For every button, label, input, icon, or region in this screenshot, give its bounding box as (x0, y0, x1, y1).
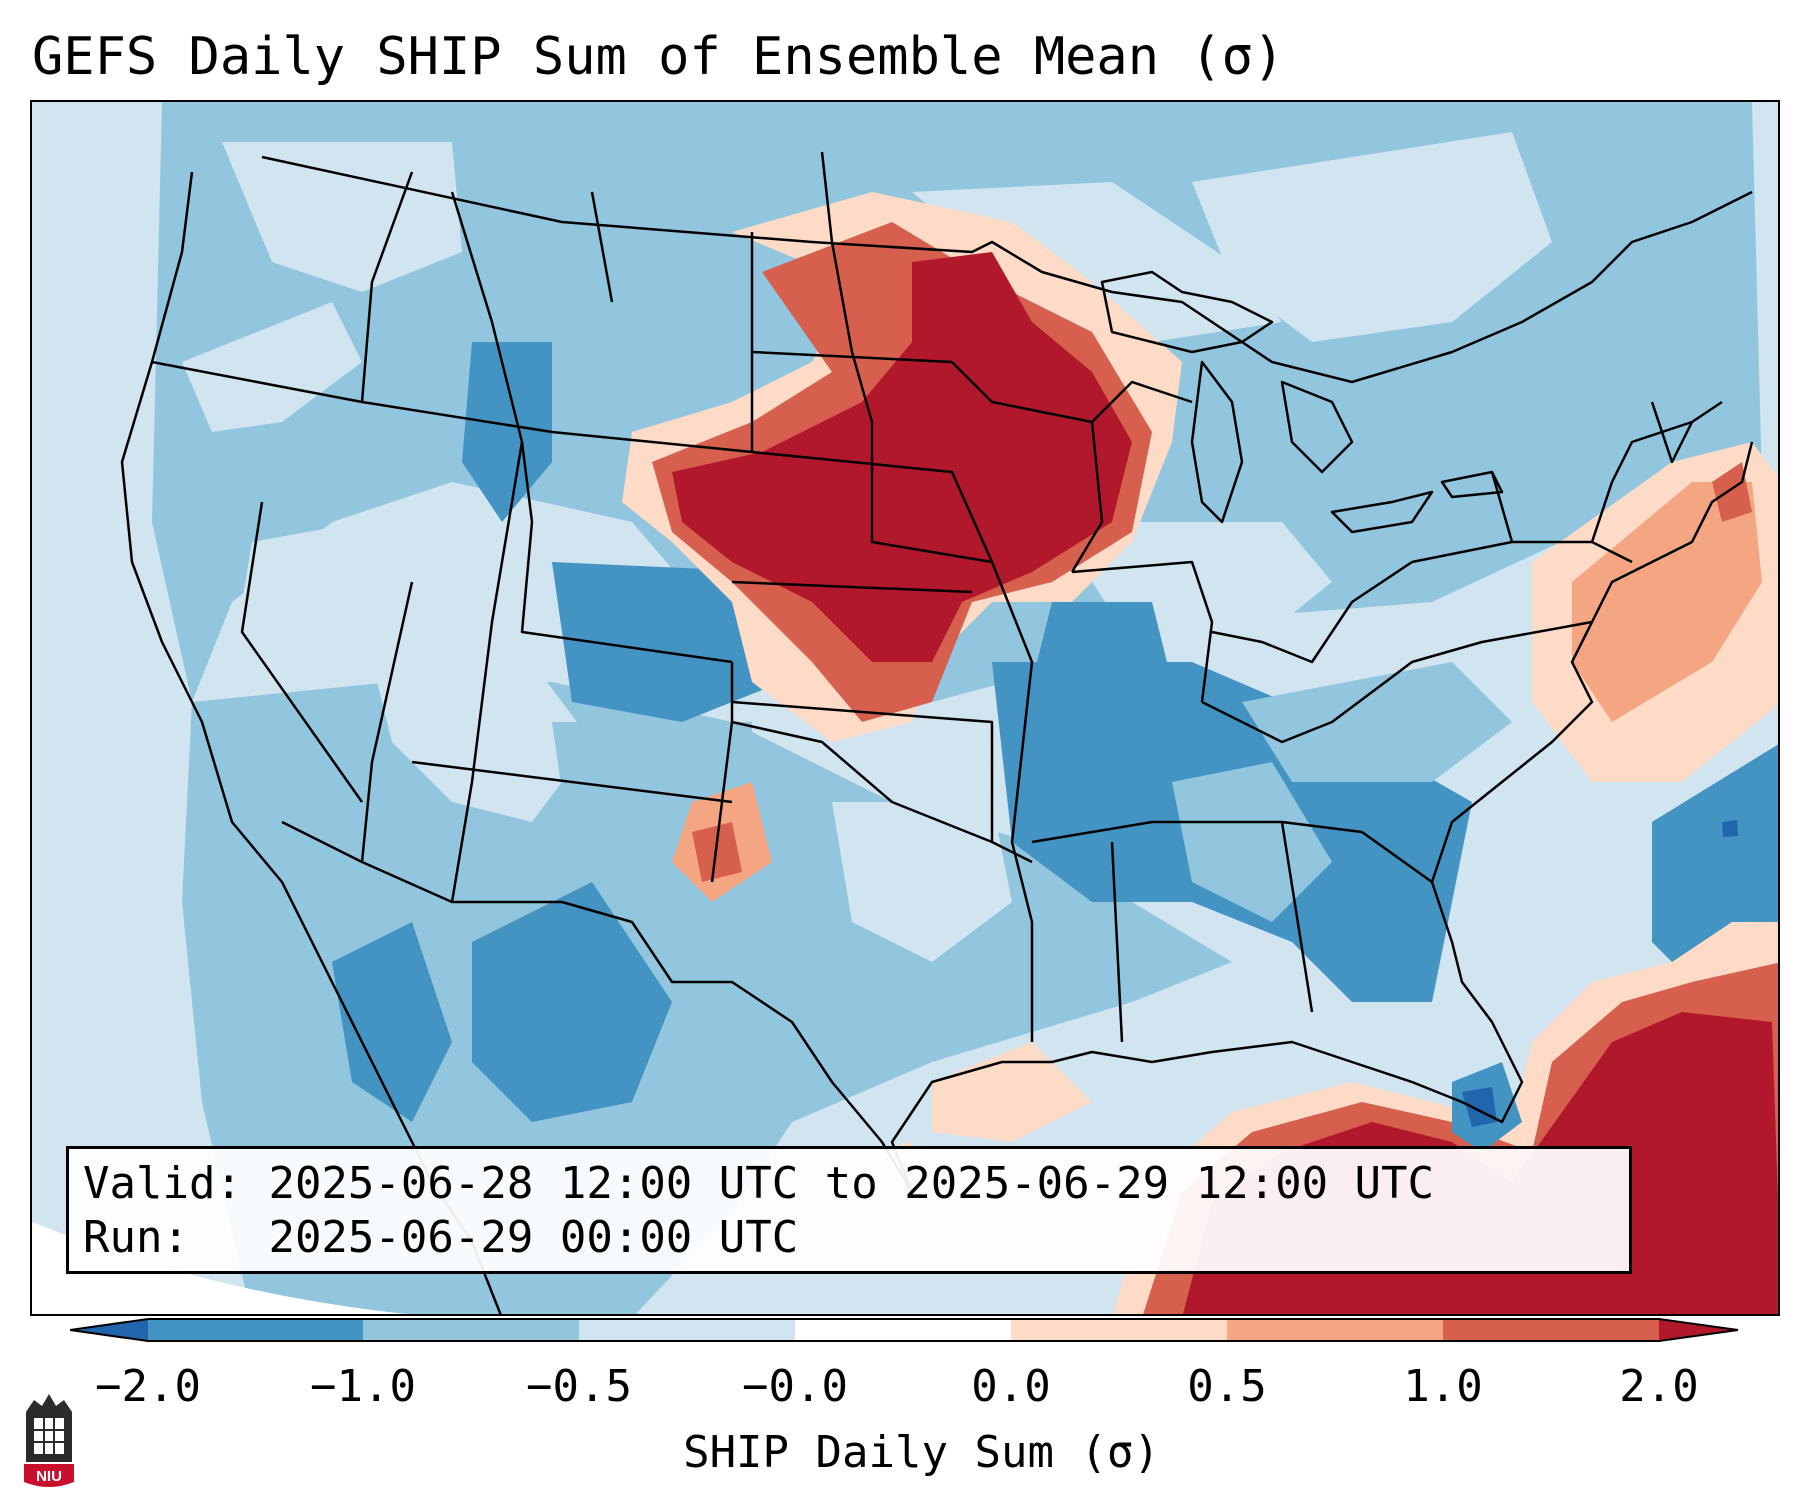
colorbar-zero-bin (795, 1319, 1011, 1341)
utah-field (402, 522, 552, 702)
ms-al (1110, 841, 1124, 1043)
pa-ny (1411, 540, 1633, 564)
pacific-nw-field (222, 142, 462, 292)
idaho-west (360, 171, 414, 403)
colorbar-bin (363, 1319, 579, 1341)
colorado-field (552, 562, 782, 722)
map-canvas (32, 102, 1778, 1314)
atlantic-coast (1430, 441, 1754, 943)
colorbar-bin (1227, 1319, 1443, 1341)
plains-warm-core (672, 252, 1132, 662)
wisconsin-upper (1091, 380, 1193, 423)
projection-edge (32, 1222, 407, 1314)
lake-superior (1100, 270, 1274, 354)
sd-nebraska (751, 450, 994, 563)
colorbar-tick-label: 0.0 (971, 1361, 1051, 1412)
montana-idaho (450, 191, 524, 443)
anomaly-fields (152, 102, 1778, 1314)
map-panel[interactable] (30, 100, 1780, 1316)
utah-arizona-west (450, 441, 524, 903)
lake-ontario (1440, 470, 1504, 499)
oregon-south (151, 360, 363, 404)
ny-pa-west (1490, 471, 1514, 543)
ohio-wv (1211, 560, 1413, 664)
colorbar-bin (148, 1319, 363, 1341)
quebec-field (1192, 132, 1552, 342)
mexico-border (281, 820, 914, 1193)
colorbar-tick-label: −2.0 (95, 1361, 201, 1412)
wyoming-colorado (520, 441, 733, 664)
gulf-coast (890, 941, 1524, 1193)
florida-dark-spot (1462, 1087, 1497, 1127)
arizona-field (372, 662, 592, 822)
montana-field (462, 342, 552, 522)
run-value: 2025-06-29 00:00 UTC (268, 1212, 799, 1263)
colorbar-bin (1443, 1319, 1659, 1341)
kansas-ok (731, 700, 994, 842)
nebraska-kansas (731, 580, 973, 594)
montana-nd-line (590, 191, 614, 303)
four-corners-line (411, 760, 733, 804)
dakota-east (820, 151, 993, 564)
colorbar-bin (579, 1319, 795, 1341)
baja-field (332, 922, 452, 1122)
colorbar-tick-label: 0.5 (1187, 1361, 1267, 1412)
colorbar-tick-label: −0.5 (526, 1361, 632, 1412)
illinois-lines (1071, 560, 1214, 703)
run-label: Run: (83, 1212, 189, 1263)
colorbar-tick-label: 2.0 (1619, 1361, 1699, 1412)
colorbar-extend-high (1659, 1319, 1738, 1341)
ok-texas (731, 720, 1033, 864)
sierra-madre-field (472, 882, 672, 1122)
logo-text: NIU (36, 1468, 62, 1485)
colorbar-tick-label: −1.0 (310, 1361, 416, 1412)
map-title: GEFS Daily SHIP Sum of Ensemble Mean (σ) (32, 27, 1285, 87)
nevada-arizona (360, 581, 414, 863)
vt-nh-me (1650, 400, 1723, 464)
colorbar-tick-label: 1.0 (1403, 1361, 1483, 1412)
lake-michigan (1190, 360, 1244, 524)
lake-huron (1280, 380, 1354, 474)
run-row: Run: 2025-06-29 00:00 UTC (83, 1211, 1615, 1265)
atlantic-dark-spot (1722, 820, 1738, 837)
central-texas-field (832, 802, 1012, 962)
missouri-ark-la (990, 561, 1034, 1042)
valid-row: Valid: 2025-06-28 12:00 UTC to 2025-06-2… (83, 1157, 1615, 1211)
colorbar-tick-label: −0.0 (742, 1361, 848, 1412)
texas-coast-warm (932, 1042, 1092, 1142)
colorbar-bin (1011, 1319, 1227, 1341)
validity-info-box: Valid: 2025-06-28 12:00 UTC to 2025-06-2… (66, 1146, 1632, 1274)
colorbar (70, 1318, 1739, 1342)
lake-erie (1330, 490, 1434, 534)
idaho-south (361, 400, 553, 434)
valid-value: 2025-06-28 12:00 UTC to 2025-06-29 12:00… (268, 1158, 1435, 1209)
northeast-warm-mid (1572, 482, 1762, 722)
oregon-field (182, 302, 362, 432)
nevada-lines (240, 501, 364, 803)
nd-sd (751, 350, 953, 364)
ky-tn-va (1201, 620, 1593, 744)
niu-logo: NIU (24, 1394, 74, 1487)
colorbar-extend-low (70, 1319, 148, 1341)
carolina-field (1242, 662, 1512, 782)
al-ga (1280, 821, 1314, 1013)
missouri-field (1032, 602, 1172, 722)
canada-border (261, 155, 1753, 384)
valid-label: Valid: (83, 1158, 242, 1209)
colorbar-title: SHIP Daily Sum (σ) (683, 1427, 1160, 1478)
